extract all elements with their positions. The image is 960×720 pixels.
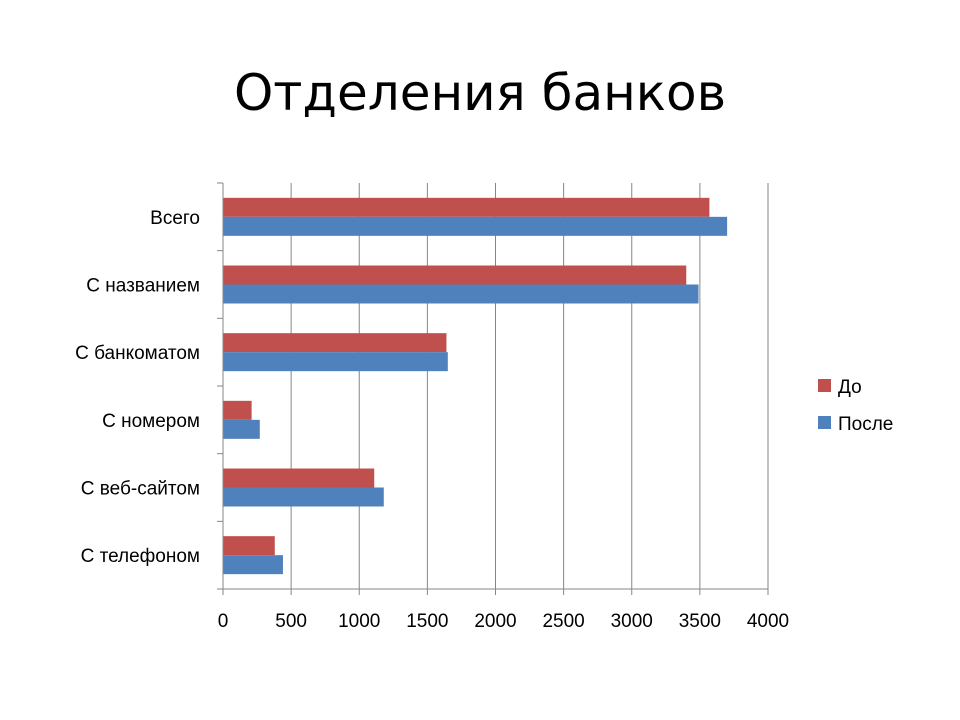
bar-после-1 [223, 284, 699, 304]
bar-до-0 [223, 197, 710, 217]
bars [223, 197, 728, 575]
bar-после-0 [223, 216, 728, 236]
axes: 0 500 1000 1500 2000 2500 3000 3500 4000 Всего С н… [75, 182, 789, 632]
x-tick-label-2000: 2000 [474, 611, 516, 632]
legend-label-до: До [838, 377, 862, 398]
x-tick-label-3000: 3000 [611, 611, 653, 632]
y-tick-label-4: С веб-сайтом [81, 479, 200, 500]
bar-до-4 [223, 468, 375, 488]
y-tick-label-1: С названием [86, 276, 200, 297]
legend-swatch-после [818, 416, 831, 429]
x-tick-label-1500: 1500 [406, 611, 448, 632]
gridlines [290, 183, 769, 589]
y-tick-label-3: С номером [102, 411, 200, 432]
chart-title: Отделения банков [233, 64, 727, 122]
legend: До После [818, 377, 893, 435]
x-tick-label-2500: 2500 [542, 611, 584, 632]
bar-после-2 [223, 352, 448, 372]
bar-до-3 [223, 400, 252, 420]
x-tick-label-4000: 4000 [747, 611, 789, 632]
bar-до-5 [223, 536, 275, 556]
bar-до-1 [223, 265, 687, 285]
legend-swatch-до [818, 379, 831, 392]
x-tick-label-1000: 1000 [338, 611, 380, 632]
y-tick-label-2: С банкоматом [75, 343, 200, 364]
x-tick-label-500: 500 [275, 611, 307, 632]
bar-до-2 [223, 333, 447, 353]
bar-после-5 [223, 555, 283, 575]
y-tick-label-5: С телефоном [81, 546, 200, 567]
x-tick-label-0: 0 [218, 611, 229, 632]
y-tick-label-0: Всего [150, 208, 200, 229]
bar-после-4 [223, 487, 384, 507]
bar-после-3 [223, 419, 260, 439]
legend-label-после: После [838, 414, 893, 435]
x-tick-label-3500: 3500 [679, 611, 721, 632]
